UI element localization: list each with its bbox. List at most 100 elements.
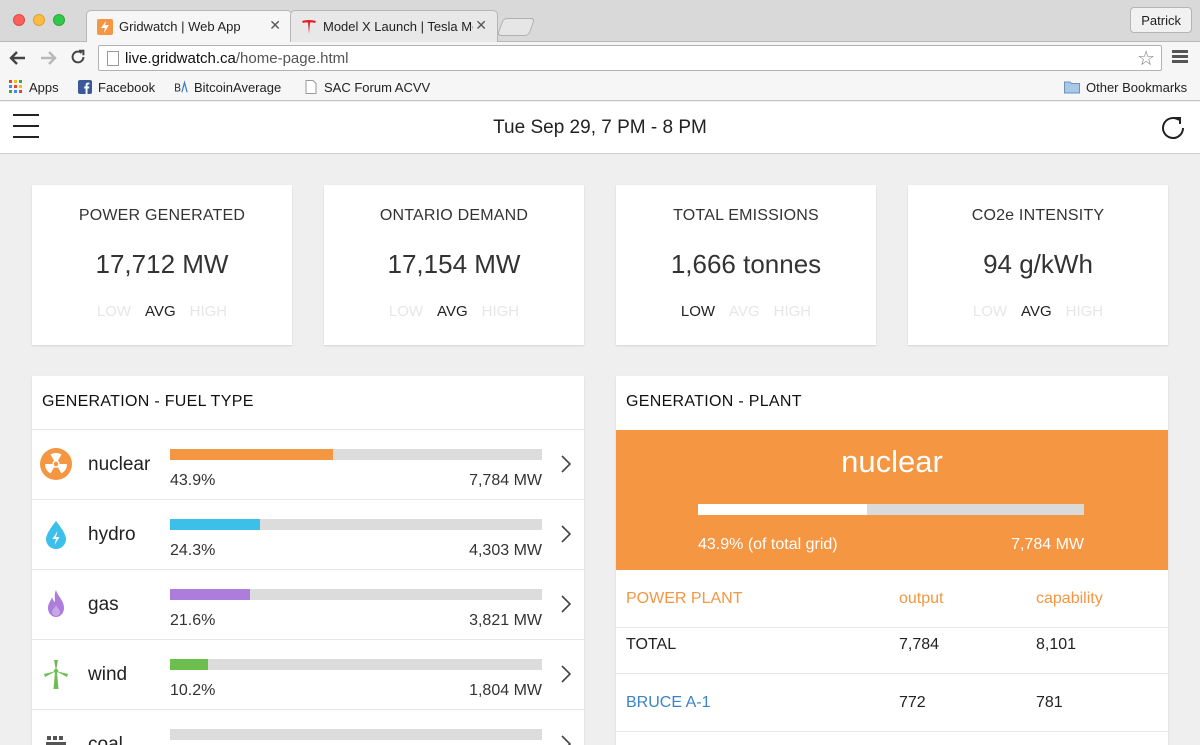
selected-fuel-mw: 7,784 MW <box>1011 536 1084 553</box>
table-row: TOTAL 7,784 8,101 <box>616 616 1168 674</box>
table-row[interactable]: BRUCE A-1 772 781 <box>616 674 1168 732</box>
close-tab-button[interactable]: ✕ <box>475 17 487 33</box>
range-high-button[interactable]: HIGH <box>189 303 228 320</box>
arrow-left-icon <box>9 51 25 65</box>
bookmark-apps[interactable]: Apps <box>9 80 59 95</box>
bookmark-other[interactable]: Other Bookmarks <box>1064 80 1187 95</box>
range-avg-button[interactable]: AVG <box>145 303 176 320</box>
refresh-icon[interactable] <box>1158 113 1188 143</box>
range-selector: LOW AVG HIGH <box>32 303 292 320</box>
facebook-icon <box>78 80 92 94</box>
fuel-mw: 4,303 MW <box>469 542 542 559</box>
chevron-right-icon <box>561 735 572 745</box>
stat-label: ONTARIO DEMAND <box>379 207 529 224</box>
fuel-bar-fill <box>170 519 261 530</box>
fuel-row-nuclear[interactable]: nuclear 43.9% 7,784 MW <box>32 429 584 499</box>
maximize-window-button[interactable] <box>53 14 65 26</box>
fuel-row-gas[interactable]: gas 21.6% 3,821 MW <box>32 569 584 639</box>
close-tab-button[interactable]: ✕ <box>269 17 281 33</box>
range-low-button[interactable]: LOW <box>972 303 1008 320</box>
tab-tesla[interactable]: Model X Launch | Tesla Mo ✕ <box>290 10 498 42</box>
tab-title: Model X Launch | Tesla Mo <box>323 19 473 34</box>
browser-titlebar: Gridwatch | Web App ✕ Model X Launch | T… <box>0 0 1200 42</box>
grid-share-bar <box>698 504 1084 515</box>
browser-menu-button[interactable] <box>1172 50 1188 64</box>
fuel-row-hydro[interactable]: hydro 24.3% 4,303 MW <box>32 499 584 569</box>
column-header-capability[interactable]: capability <box>1036 590 1103 607</box>
bitcoin-average-icon: B <box>174 80 188 94</box>
grid-share-bar-fill <box>698 504 868 515</box>
page-icon <box>305 80 317 94</box>
reload-icon <box>71 49 85 64</box>
fuel-bar-fill <box>170 659 208 670</box>
bookmarks-bar: Apps Facebook B BitcoinAverage SAC Forum … <box>0 74 1200 101</box>
nuclear-icon <box>40 448 72 480</box>
range-low-button[interactable]: LOW <box>96 303 132 320</box>
stat-card-co2e-intensity: CO2e INTENSITY 94 g/kWh LOW AVG HIGH <box>908 185 1168 345</box>
range-avg-button[interactable]: AVG <box>437 303 468 320</box>
page-title: Tue Sep 29, 7 PM - 8 PM <box>493 117 707 138</box>
range-high-button[interactable]: HIGH <box>773 303 812 320</box>
hamburger-menu-button[interactable] <box>13 114 39 138</box>
plant-name-link[interactable]: BRUCE A-1 <box>626 694 711 711</box>
range-low-button[interactable]: LOW <box>680 303 716 320</box>
back-button[interactable] <box>8 48 28 68</box>
bookmark-label: SAC Forum ACVV <box>324 80 431 95</box>
fuel-type-panel: GENERATION - FUEL TYPE nuclear 43.9% 7,7… <box>32 376 584 745</box>
fuel-bar <box>170 449 542 460</box>
fuel-bar <box>170 519 542 530</box>
fuel-name: gas <box>88 594 119 615</box>
bookmark-label: Facebook <box>98 80 156 95</box>
fuel-name: coal <box>88 734 123 745</box>
range-low-button[interactable]: LOW <box>388 303 424 320</box>
grid-share-text: 43.9% (of total grid) <box>698 536 838 553</box>
range-high-button[interactable]: HIGH <box>1065 303 1104 320</box>
bookmark-label: Other Bookmarks <box>1086 80 1188 95</box>
svg-text:B: B <box>174 82 181 94</box>
fuel-percent: 24.3% <box>170 542 216 559</box>
bookmark-label: Apps <box>29 80 59 95</box>
forward-button[interactable] <box>38 48 58 68</box>
bookmark-sac-forum[interactable]: SAC Forum ACVV <box>304 80 430 95</box>
range-selector: LOW AVG HIGH <box>616 303 876 320</box>
plant-capability: 8,101 <box>1036 636 1077 653</box>
range-selector: LOW AVG HIGH <box>908 303 1168 320</box>
bookmark-star-icon[interactable]: ☆ <box>1137 48 1155 70</box>
bookmark-bitcoinaverage[interactable]: B BitcoinAverage <box>174 80 281 95</box>
tab-gridwatch[interactable]: Gridwatch | Web App ✕ <box>86 10 292 42</box>
minimize-window-button[interactable] <box>33 14 45 26</box>
plant-name: TOTAL <box>626 636 677 653</box>
plant-table-header: POWER PLANT output capability <box>616 570 1168 628</box>
range-high-button[interactable]: HIGH <box>481 303 520 320</box>
new-tab-button[interactable] <box>496 18 536 36</box>
fuel-percent: 43.9% <box>170 472 216 489</box>
stat-label: CO2e INTENSITY <box>971 207 1105 224</box>
column-header-output[interactable]: output <box>899 590 944 607</box>
address-bar[interactable]: live.gridwatch.ca/home-page.html ☆ <box>98 45 1162 71</box>
fuel-row-coal[interactable]: coal <box>32 709 584 745</box>
fuel-bar-fill <box>170 589 251 600</box>
bookmark-facebook[interactable]: Facebook <box>78 80 155 95</box>
bookmark-label: BitcoinAverage <box>194 80 282 95</box>
chevron-right-icon <box>561 455 572 473</box>
column-header-plant[interactable]: POWER PLANT <box>626 590 743 607</box>
tab-title: Gridwatch | Web App <box>119 19 241 34</box>
reload-button[interactable] <box>68 48 88 68</box>
plant-panel: GENERATION - PLANT nuclear 43.9% (of tot… <box>616 376 1168 745</box>
range-selector: LOW AVG HIGH <box>324 303 584 320</box>
page-icon <box>107 51 119 66</box>
lightning-icon <box>97 19 113 35</box>
stat-card-ontario-demand: ONTARIO DEMAND 17,154 MW LOW AVG HIGH <box>324 185 584 345</box>
close-window-button[interactable] <box>13 14 25 26</box>
fuel-bar-fill <box>170 449 334 460</box>
profile-button[interactable]: Patrick <box>1130 7 1192 33</box>
fuel-row-wind[interactable]: wind 10.2% 1,804 MW <box>32 639 584 709</box>
stat-label: POWER GENERATED <box>78 207 246 224</box>
range-avg-button[interactable]: AVG <box>729 303 760 320</box>
fuel-mw: 1,804 MW <box>469 682 542 699</box>
folder-icon <box>1064 81 1080 94</box>
range-avg-button[interactable]: AVG <box>1021 303 1052 320</box>
chevron-right-icon <box>561 525 572 543</box>
fuel-name: hydro <box>88 524 136 545</box>
stat-card-total-emissions: TOTAL EMISSIONS 1,666 tonnes LOW AVG HIGH <box>616 185 876 345</box>
